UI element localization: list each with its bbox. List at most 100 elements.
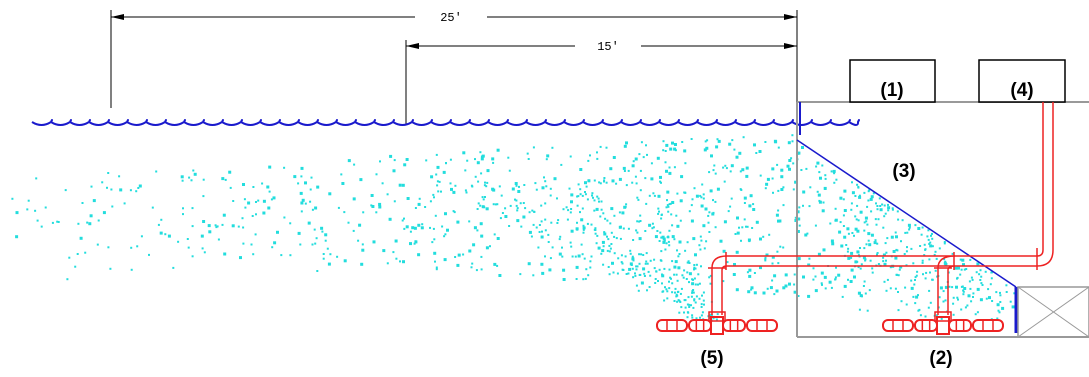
bubble — [221, 223, 224, 226]
bubble — [987, 288, 990, 291]
bubble — [528, 230, 532, 234]
bubble — [980, 275, 983, 278]
bubble — [579, 168, 583, 171]
bubble — [846, 227, 850, 231]
supply-elbow — [1036, 249, 1054, 267]
bubble — [534, 182, 537, 185]
bubble — [677, 255, 680, 258]
bubble — [684, 191, 687, 194]
bubble — [793, 283, 796, 286]
bubble — [590, 223, 593, 226]
bubble — [697, 273, 700, 276]
bubble — [668, 171, 672, 175]
bubble — [723, 220, 727, 224]
bubble — [835, 266, 837, 269]
bubble — [483, 184, 486, 187]
bubble — [674, 143, 677, 146]
bubble — [794, 180, 798, 184]
dimension-arrow-15-right — [784, 43, 797, 49]
bubble — [449, 182, 452, 185]
bubble — [808, 205, 811, 208]
bubble — [443, 235, 446, 238]
bubble — [866, 309, 869, 312]
bubble — [989, 283, 992, 286]
bubble — [942, 300, 945, 303]
diffuser-membrane — [722, 319, 746, 332]
bubble — [605, 181, 608, 184]
bubble — [908, 226, 911, 229]
bubble — [678, 240, 682, 244]
bubble — [403, 163, 407, 167]
bubble — [660, 217, 663, 220]
diffuser-membrane — [746, 319, 778, 332]
bubble — [625, 203, 628, 206]
bubble — [347, 221, 350, 224]
bubble — [389, 154, 393, 158]
bubble — [714, 200, 717, 203]
bubble — [607, 238, 610, 241]
bubble — [652, 192, 655, 195]
bubble — [546, 154, 550, 158]
bubble — [531, 209, 534, 212]
bubble — [787, 141, 791, 145]
bubble — [136, 245, 139, 248]
bubble — [914, 224, 917, 227]
bubble — [928, 258, 931, 261]
bubble — [499, 217, 502, 220]
bubble — [820, 282, 823, 285]
bubble — [684, 249, 687, 252]
bubble — [652, 226, 655, 229]
bubble — [631, 164, 635, 168]
bubble — [690, 304, 692, 307]
bubble — [593, 209, 596, 212]
bubble — [850, 268, 854, 272]
bubble — [378, 202, 382, 206]
bubble — [862, 256, 866, 260]
bubble — [370, 194, 374, 197]
bubble — [780, 175, 784, 179]
bubble — [627, 272, 630, 275]
bubble — [90, 185, 93, 188]
bubble — [409, 230, 412, 233]
bubble — [817, 252, 821, 256]
bubble — [538, 231, 541, 233]
bubble — [601, 240, 605, 244]
bubble — [928, 242, 931, 245]
bubble — [520, 225, 523, 228]
bubble — [688, 210, 691, 213]
bubble — [683, 269, 686, 272]
bubble — [691, 282, 695, 286]
bubble — [727, 210, 730, 213]
bubble — [699, 194, 702, 197]
bubble — [522, 215, 526, 219]
bubble — [610, 207, 614, 211]
bubble — [686, 311, 689, 314]
bubble — [89, 214, 93, 218]
bubble — [673, 273, 676, 276]
bubble — [565, 206, 568, 209]
bubble — [242, 242, 245, 245]
bubble — [969, 258, 972, 261]
bubble — [436, 184, 439, 187]
bubble — [435, 153, 438, 156]
bubble — [401, 219, 404, 222]
bubble — [796, 230, 800, 233]
bubble — [668, 280, 670, 283]
bubble — [822, 248, 826, 252]
bubble — [764, 256, 767, 259]
bubble — [148, 253, 150, 256]
bubble — [895, 235, 898, 239]
bubble — [79, 236, 83, 240]
bubble — [624, 205, 627, 208]
bubble — [794, 219, 798, 222]
bubble — [815, 165, 818, 168]
bubble — [299, 243, 302, 246]
bubble — [167, 234, 171, 238]
bubble — [710, 314, 713, 317]
bubble — [527, 158, 530, 160]
bubble — [81, 202, 84, 204]
bubble — [674, 291, 676, 294]
bubble — [801, 146, 804, 149]
bubble — [327, 262, 331, 266]
